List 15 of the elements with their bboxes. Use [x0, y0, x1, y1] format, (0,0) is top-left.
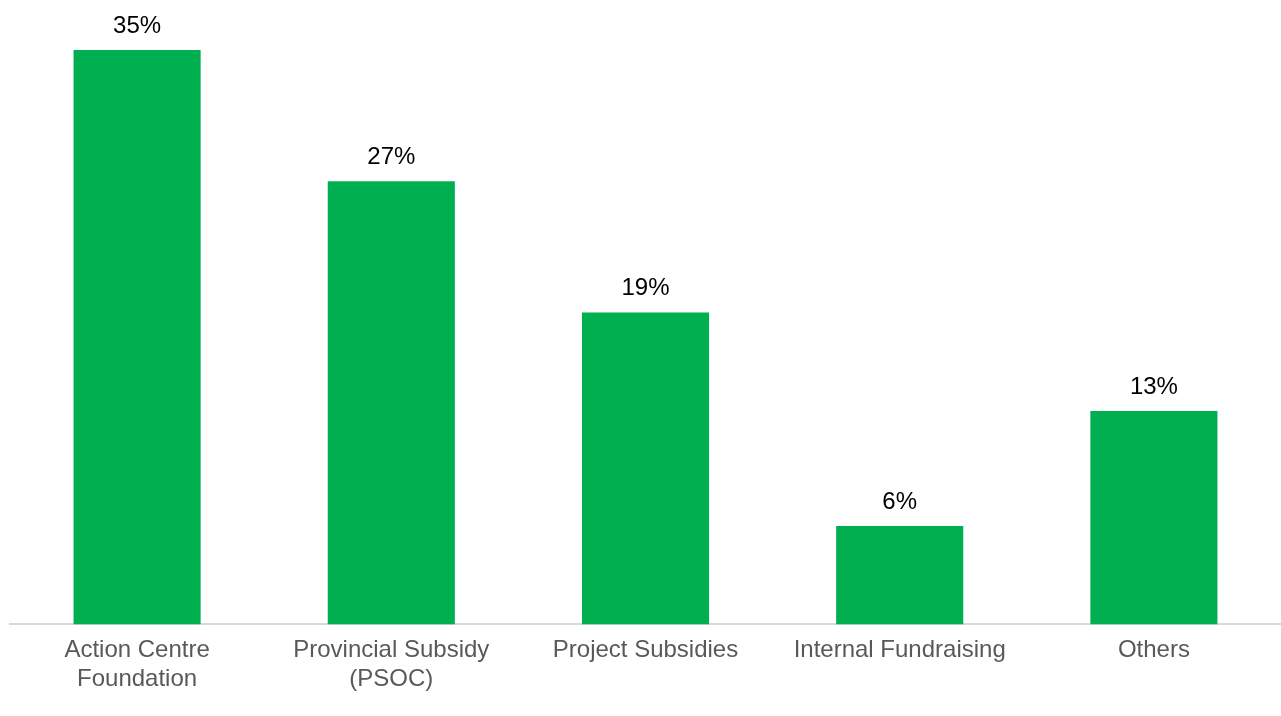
x-tick-label: Others — [1117, 635, 1190, 663]
x-tick-label: Internal Fundraising — [793, 635, 1006, 663]
bar — [836, 525, 964, 625]
bar — [1090, 411, 1218, 625]
data-label: 6% — [882, 486, 918, 514]
x-tick-label: Action Centre Foundation — [64, 635, 210, 692]
x-tick-label: Provincial Subsidy (PSOC) — [293, 635, 490, 692]
data-label: 27% — [367, 141, 416, 169]
data-label: 13% — [1129, 371, 1178, 399]
data-label: 19% — [621, 273, 670, 301]
x-tick-label: Project Subsidies — [552, 635, 739, 663]
bar — [327, 181, 455, 625]
data-label: 35% — [113, 10, 162, 38]
bar — [581, 312, 710, 625]
bar — [73, 50, 201, 625]
